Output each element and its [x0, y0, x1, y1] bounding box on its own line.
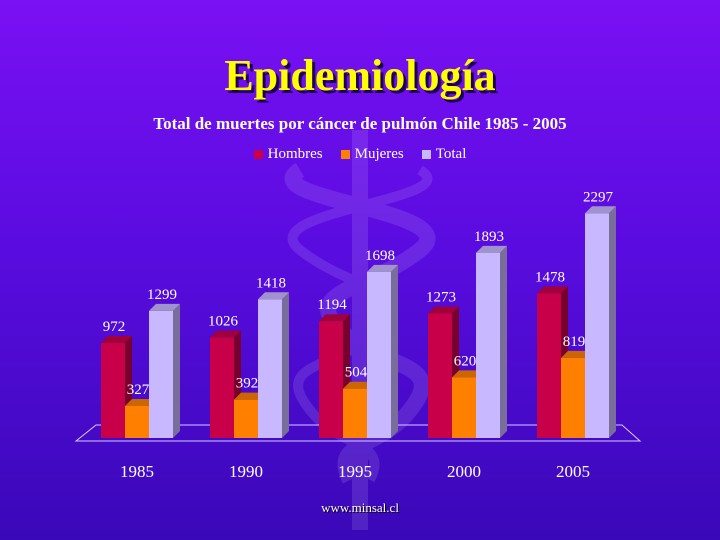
bar-front: [125, 406, 149, 438]
bar-total-1990: [258, 292, 289, 438]
legend: Hombres Mujeres Total: [0, 146, 720, 163]
bar-hombres-1990: [210, 330, 241, 438]
value-label-mujeres-2005: 819: [563, 334, 586, 350]
bar-total-2005: [585, 206, 616, 438]
legend-item-total: Total: [421, 146, 467, 163]
bar-hombres-2005: [537, 286, 568, 438]
value-label-total-1990: 1418: [256, 275, 286, 291]
bar-side: [282, 292, 289, 438]
bar-front: [537, 293, 561, 438]
bar-top: [234, 392, 265, 400]
bar-top: [101, 335, 132, 343]
floor-outline: [74, 424, 642, 442]
legend-swatch-mujeres: [340, 150, 350, 159]
bar-front: [476, 252, 500, 438]
bar-front: [585, 213, 609, 438]
value-label-total-2000: 1893: [474, 229, 504, 245]
bar-top: [343, 381, 374, 389]
bars-group: [101, 206, 616, 438]
bar-top: [149, 303, 180, 311]
bar-top: [210, 330, 241, 338]
bar-side: [391, 264, 398, 438]
value-labels-group: 972 327 1299 1026 392 1418 1194 504 1698 1273 620 1…: [103, 189, 614, 398]
value-label-mujeres-1990: 392: [236, 376, 259, 392]
legend-swatch-total: [421, 150, 431, 159]
value-label-total-1985: 1299: [147, 287, 177, 303]
bar-front: [149, 310, 173, 438]
bar-hombres-1995: [319, 314, 350, 438]
bar-side: [609, 206, 616, 438]
bar-front: [452, 377, 476, 438]
legend-label-total: Total: [435, 146, 467, 162]
legend-label-hombres: Hombres: [267, 146, 323, 162]
bar-top: [561, 350, 592, 358]
bar-front: [101, 342, 125, 438]
x-tick-1990: 1990: [229, 462, 263, 481]
legend-item-hombres: Hombres: [253, 146, 323, 163]
bar-total-1995: [367, 264, 398, 438]
value-label-hombres-1995: 1194: [317, 297, 347, 313]
bar-top: [125, 399, 156, 407]
x-tick-1985: 1985: [120, 462, 154, 481]
value-label-mujeres-1985: 327: [127, 382, 150, 398]
legend-swatch-hombres: [253, 150, 263, 159]
bar-front: [561, 357, 585, 438]
bar-top: [428, 306, 459, 314]
bar-front: [319, 321, 343, 438]
value-label-hombres-2005: 1478: [535, 269, 565, 285]
legend-label-mujeres: Mujeres: [354, 146, 404, 162]
value-label-hombres-2000: 1273: [426, 289, 456, 305]
bar-side: [500, 245, 507, 438]
bar-top: [258, 292, 289, 300]
x-tick-labels: 1985 1990 1995 2000 2005: [120, 462, 590, 481]
bar-top: [367, 264, 398, 272]
bar-top: [452, 370, 483, 378]
bar-top: [585, 206, 616, 214]
x-tick-2000: 2000: [447, 462, 481, 481]
value-label-hombres-1985: 972: [103, 319, 126, 335]
value-label-total-2005: 2297: [583, 189, 614, 205]
bar-front: [343, 388, 367, 438]
bar-total-1985: [149, 303, 180, 438]
value-label-mujeres-1995: 504: [345, 365, 368, 381]
bar-top: [319, 314, 350, 322]
bar-side: [173, 303, 180, 438]
bar-front: [210, 337, 234, 438]
footer-url: www.minsal.cl: [321, 500, 399, 515]
x-tick-1995: 1995: [338, 462, 372, 481]
bar-front: [367, 271, 391, 438]
value-label-total-1995: 1698: [365, 248, 395, 264]
bar-top: [476, 245, 507, 253]
bar-front: [428, 313, 452, 438]
value-label-mujeres-2000: 620: [454, 353, 477, 369]
value-label-hombres-1990: 1026: [208, 314, 239, 330]
chart-title: Total de muertes por cáncer de pulmón Ch…: [153, 114, 567, 133]
bar-front: [258, 299, 282, 438]
chart-floor: [74, 424, 642, 442]
slide-title: Epidemiología: [224, 51, 496, 100]
bar-front: [234, 399, 258, 438]
x-tick-2005: 2005: [556, 462, 590, 481]
legend-item-mujeres: Mujeres: [340, 146, 404, 163]
bar-top: [537, 286, 568, 294]
bar-total-2000: [476, 245, 507, 438]
